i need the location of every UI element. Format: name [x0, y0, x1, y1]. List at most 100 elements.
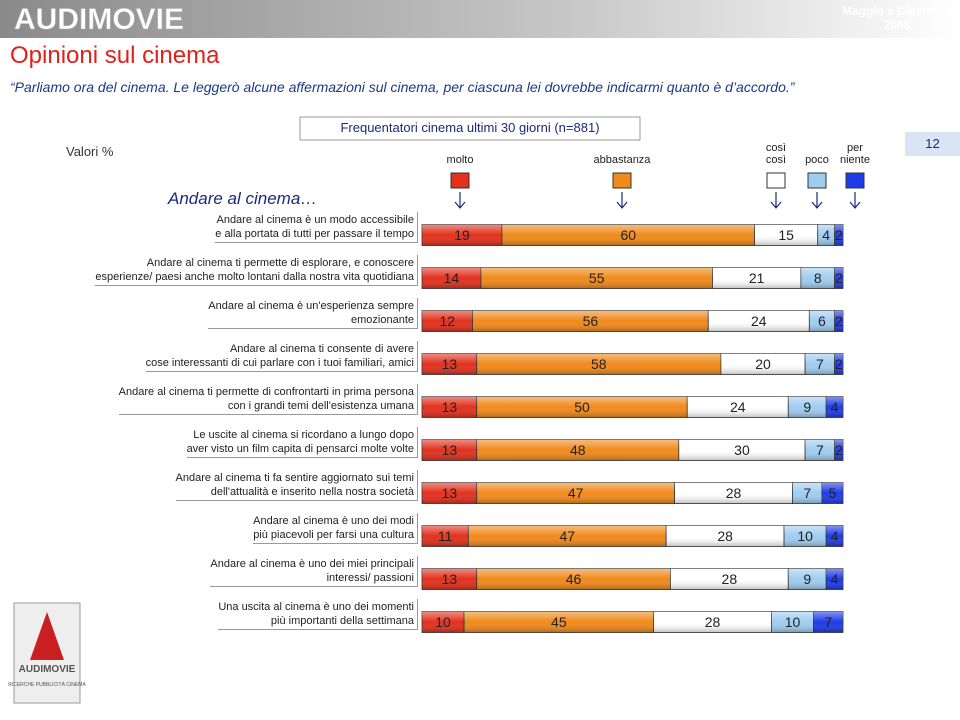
bar-shade — [422, 224, 502, 246]
logo-mark — [30, 612, 64, 660]
value-label: 13 — [442, 442, 458, 458]
value-label: 2 — [835, 356, 843, 372]
legend-swatch — [450, 172, 470, 189]
bar-shade — [422, 396, 477, 418]
date: Maggio e Dicembre 2008 — [841, 4, 952, 32]
value-label: 14 — [444, 270, 460, 286]
bar-shade — [834, 353, 843, 375]
value-label: 8 — [814, 270, 822, 286]
value-label: 13 — [442, 485, 458, 501]
value-label: 13 — [442, 399, 458, 415]
bar-shade — [821, 482, 843, 504]
value-label: 4 — [831, 399, 839, 415]
bar-shade — [468, 525, 667, 547]
value-label: 58 — [591, 356, 607, 372]
title: Opinioni sul cinema — [10, 42, 220, 69]
value-label: 15 — [778, 227, 794, 243]
value-label: 10 — [435, 614, 451, 630]
value-label: 21 — [749, 270, 765, 286]
bar-shade — [754, 224, 818, 246]
bar-shade — [800, 267, 835, 289]
value-label: 28 — [717, 528, 733, 544]
value-label: 7 — [824, 614, 832, 630]
section-label: Andare al cinema… — [168, 189, 318, 208]
bar-shade — [422, 482, 477, 504]
bar-shade — [476, 396, 688, 418]
bar-shade — [476, 482, 675, 504]
bar-shade — [666, 525, 785, 547]
value-label: 24 — [730, 399, 746, 415]
category-label: Andare al cinema ti permette di esplorar… — [95, 255, 418, 286]
value-label: 19 — [454, 227, 470, 243]
value-label: 10 — [785, 614, 801, 630]
value-label: 60 — [621, 227, 637, 243]
bar-shade — [813, 611, 843, 633]
bar-shade — [834, 267, 843, 289]
value-label: 4 — [822, 227, 830, 243]
bar-shade — [422, 568, 477, 590]
value-label: 7 — [816, 442, 824, 458]
bar-shade — [720, 353, 806, 375]
bar-shade — [476, 439, 679, 461]
bar-shade — [834, 224, 843, 246]
bar-shade — [422, 611, 465, 633]
bar-shade — [817, 224, 835, 246]
value-label: 2 — [835, 227, 843, 243]
bar-shade — [476, 353, 721, 375]
category-label: Andare al cinema è uno dei miei principa… — [210, 556, 418, 587]
logo-tagline: RICERCHE PUBBLICITÀ CINEMA — [8, 681, 86, 688]
value-label: 48 — [570, 442, 586, 458]
legend-arrow — [811, 192, 823, 209]
bar-shade — [678, 439, 806, 461]
value-label: 46 — [566, 571, 582, 587]
legend-arrow — [849, 192, 861, 209]
bar-shade — [653, 611, 772, 633]
legend-swatch — [612, 172, 632, 189]
bar-shade — [826, 396, 843, 418]
bar-shade — [834, 439, 843, 461]
bar-shade — [472, 310, 709, 332]
value-label: 45 — [551, 614, 567, 630]
legend-arrow — [616, 192, 628, 209]
bar-shade — [805, 353, 835, 375]
value-label: 9 — [803, 571, 811, 587]
bar-shade — [422, 353, 477, 375]
category-label: Le uscite al cinema si ricordano a lungo… — [186, 427, 418, 458]
bar-shade — [809, 310, 835, 332]
legend-label: per niente — [840, 142, 870, 166]
bar-shade — [792, 482, 822, 504]
value-label: 7 — [816, 356, 824, 372]
value-label: 2 — [835, 442, 843, 458]
value-label: 13 — [442, 356, 458, 372]
value-label: 2 — [835, 313, 843, 329]
legend-label: abbastanza — [593, 154, 651, 166]
value-label: 28 — [722, 571, 738, 587]
value-label: 28 — [726, 485, 742, 501]
category-label: Una uscita al cinema è uno dei momenti p… — [218, 599, 418, 630]
top-band — [0, 0, 960, 38]
value-label: 28 — [705, 614, 721, 630]
value-label: 50 — [574, 399, 590, 415]
value-label: 4 — [831, 528, 839, 544]
legend-label: così così — [765, 142, 787, 166]
bar-shade — [826, 525, 843, 547]
sample-label: Frequentatori cinema ultimi 30 giorni (n… — [340, 120, 600, 135]
value-label: 10 — [797, 528, 813, 544]
bar-shade — [834, 310, 843, 332]
value-label: 56 — [583, 313, 599, 329]
bar-shade — [784, 525, 827, 547]
legend-label: poco — [805, 154, 829, 166]
value-label: 5 — [829, 485, 837, 501]
page-number: 12 — [925, 136, 940, 151]
sample-box — [299, 116, 641, 141]
value-label: 4 — [831, 571, 839, 587]
bar-shade — [805, 439, 835, 461]
bar-shade — [687, 396, 789, 418]
logo-brand: AUDIMOVIE — [19, 664, 76, 675]
value-label: 11 — [438, 528, 453, 544]
value-label: 30 — [734, 442, 750, 458]
value-label: 9 — [803, 399, 811, 415]
units-label: Valori % — [66, 144, 114, 159]
